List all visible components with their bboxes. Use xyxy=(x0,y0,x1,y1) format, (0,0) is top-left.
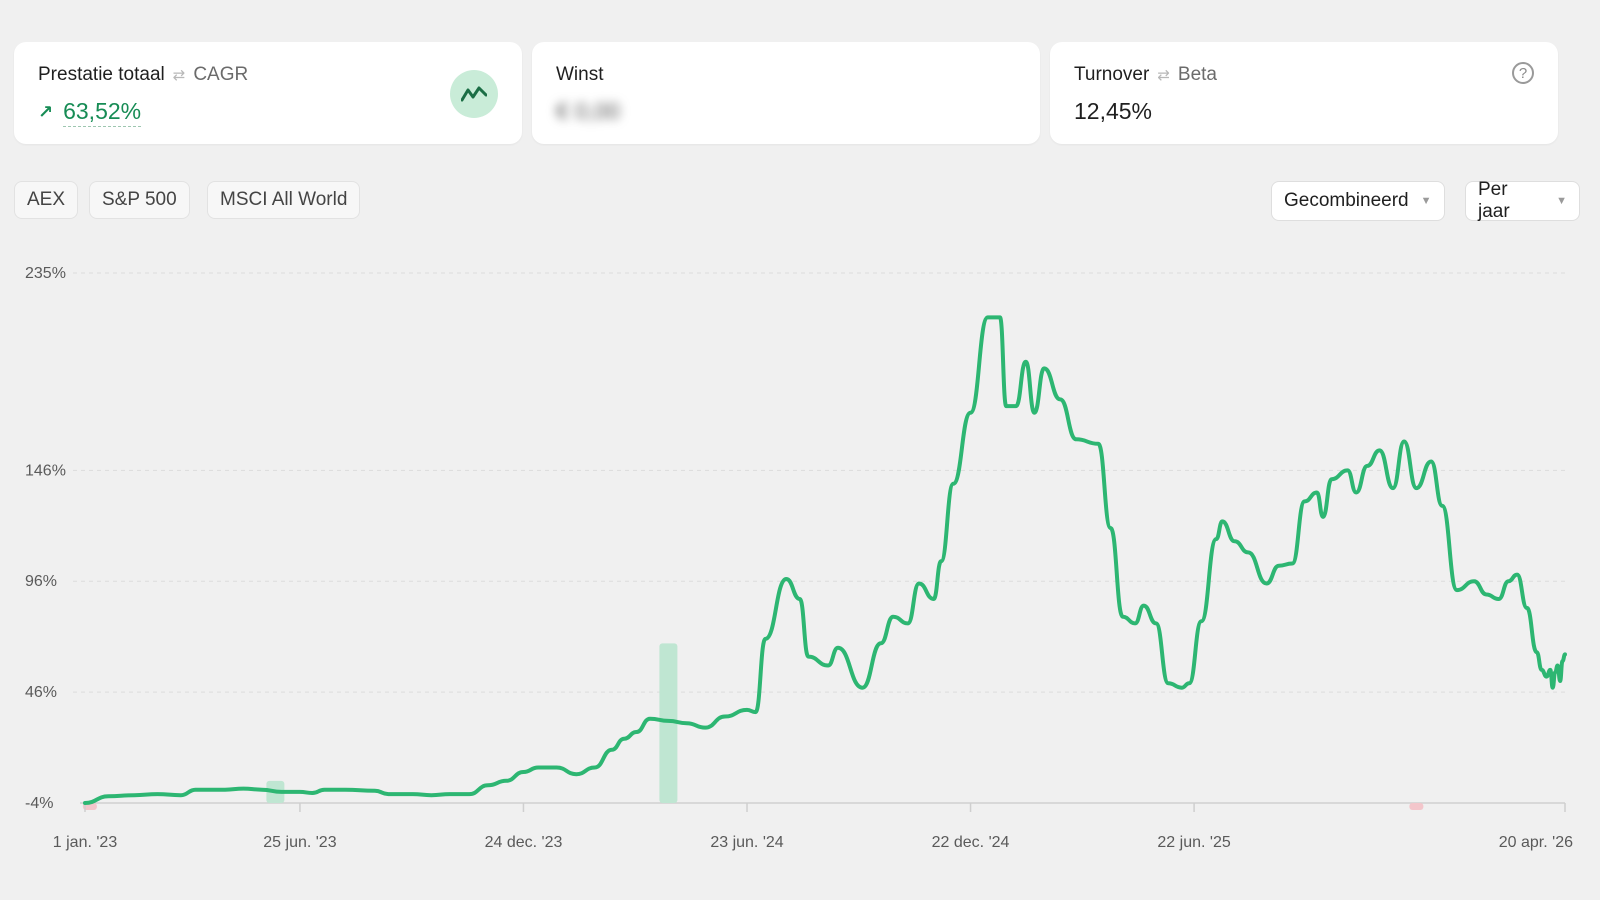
y-tick-label: 146% xyxy=(25,462,66,479)
arrow-up-right-icon: ↗ xyxy=(38,102,54,122)
benchmark-sp500-button[interactable]: S&P 500 xyxy=(89,181,190,219)
performance-value[interactable]: 63,52% xyxy=(63,98,142,127)
y-tick-label: 235% xyxy=(25,265,66,282)
performance-series-line[interactable] xyxy=(83,315,1567,805)
turnover-label-row: Turnover ⇄ Beta xyxy=(1074,64,1217,86)
chevron-down-icon: ▼ xyxy=(1420,195,1432,207)
x-tick-label: 22 jun. '25 xyxy=(1157,834,1230,851)
swap-icon[interactable]: ⇄ xyxy=(1157,67,1170,84)
turnover-value: 12,45% xyxy=(1074,98,1153,124)
profit-card: Winst € 0,00 xyxy=(532,42,1040,144)
y-tick-label: 96% xyxy=(25,573,57,590)
mode-select[interactable]: Gecombineerd ▼ xyxy=(1271,181,1445,221)
turnover-value-row: 12,45% xyxy=(1074,98,1152,125)
y-tick-label: -4% xyxy=(25,795,53,812)
beta-toggle[interactable]: Beta xyxy=(1177,64,1217,85)
x-tick-label: 20 apr. '26 xyxy=(1499,834,1573,851)
profit-value: € 0,00 xyxy=(556,98,620,124)
performance-chart[interactable]: 235% 146% 96% 46% -4% 1 jan. '23 25 jun. '23 24… xyxy=(0,240,1600,860)
profit-label-row: Winst xyxy=(556,64,604,86)
trend-up-icon xyxy=(450,70,498,118)
summary-cards: Prestatie totaal ⇄ CAGR ↗ 63,52% Winst €… xyxy=(14,42,1580,144)
chevron-down-icon: ▼ xyxy=(1556,195,1567,207)
x-tick-label: 25 jun. '23 xyxy=(263,834,336,851)
x-tick-label: 22 dec. '24 xyxy=(932,834,1010,851)
volume-bar xyxy=(659,643,678,803)
profit-label: Winst xyxy=(556,64,604,85)
performance-value-row: ↗ 63,52% xyxy=(38,98,142,127)
mode-select-value: Gecombineerd xyxy=(1284,190,1409,211)
benchmark-aex-button[interactable]: AEX xyxy=(14,181,79,219)
x-tick-label: 23 jun. '24 xyxy=(710,834,783,851)
swap-icon[interactable]: ⇄ xyxy=(172,67,186,84)
y-tick-label: 46% xyxy=(25,684,57,701)
profit-value-row: € 0,00 xyxy=(556,98,620,125)
chart-toolbar: AEX S&P 500 MSCI All World Gecombineerd … xyxy=(14,179,1580,222)
cagr-toggle[interactable]: CAGR xyxy=(193,64,249,85)
volume-bar xyxy=(1409,803,1424,810)
performance-label: Prestatie totaal xyxy=(38,64,165,85)
period-select-value: Per jaar xyxy=(1478,179,1510,222)
x-tick-label: 24 dec. '23 xyxy=(485,834,563,851)
performance-label-row: Prestatie totaal ⇄ CAGR xyxy=(38,64,248,86)
period-select[interactable]: Per jaar ▼ xyxy=(1465,179,1580,222)
turnover-card: Turnover ⇄ Beta 12,45% ? xyxy=(1050,42,1558,144)
turnover-label: Turnover xyxy=(1074,64,1150,85)
benchmark-msci-button[interactable]: MSCI All World xyxy=(207,181,361,219)
question-icon[interactable]: ? xyxy=(1512,62,1534,84)
x-tick-label: 1 jan. '23 xyxy=(53,834,118,851)
performance-card[interactable]: Prestatie totaal ⇄ CAGR ↗ 63,52% xyxy=(14,42,522,144)
